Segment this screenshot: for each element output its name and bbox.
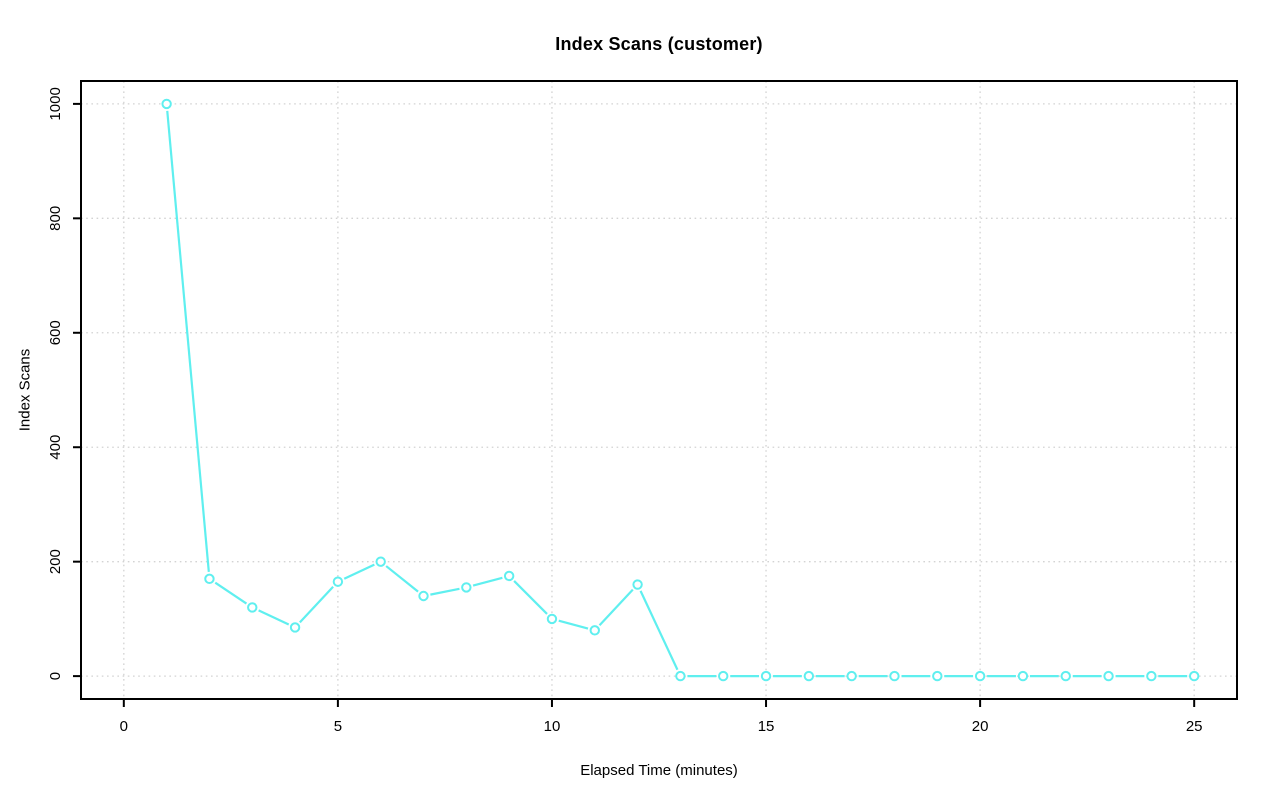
data-point-marker [418, 590, 429, 602]
data-point-marker [503, 570, 515, 582]
data-point-marker [675, 670, 686, 682]
data-point-marker [247, 602, 258, 613]
data-point-marker [1146, 670, 1157, 682]
x-tick-label: 5 [334, 718, 342, 735]
data-point-marker [932, 670, 943, 682]
data-point-marker [161, 98, 172, 110]
data-point-marker [375, 556, 386, 567]
plot-frame [80, 80, 1238, 700]
x-tick-label: 25 [1186, 718, 1203, 735]
x-tick-label: 0 [120, 718, 128, 735]
x-axis-label: Elapsed Time (minutes) [580, 762, 738, 779]
series-line-segment [513, 580, 548, 615]
series-line-segment [166, 110, 210, 572]
data-point-marker [204, 573, 215, 585]
y-tick-label: 200 [47, 549, 64, 574]
x-tick-label: 15 [758, 718, 775, 735]
series-line-segment [214, 581, 248, 605]
series-line-segment [258, 609, 290, 626]
x-tick-label: 20 [972, 718, 989, 735]
data-point-marker [589, 625, 600, 636]
data-point-marker [461, 582, 472, 593]
chart-title: Index Scans (customer) [555, 34, 763, 54]
series-line-segment [299, 586, 334, 624]
y-tick-label: 800 [47, 206, 64, 231]
series-line-segment [558, 619, 589, 630]
y-tick-label: 400 [47, 435, 64, 460]
series-line-segment [430, 587, 460, 596]
data-point-marker [803, 670, 815, 682]
data-point-marker [846, 670, 857, 682]
data-point-marker [889, 670, 900, 682]
data-point-marker [1103, 670, 1114, 682]
series-line-segment [639, 590, 679, 671]
data-point-marker [760, 670, 772, 682]
data-point-marker [546, 613, 558, 625]
data-point-marker [1017, 670, 1029, 682]
data-point-marker [1060, 670, 1071, 682]
data-point-marker [1188, 670, 1200, 682]
data-point-marker [332, 576, 344, 587]
series-line-segment [598, 588, 634, 626]
series-line-segment [472, 576, 503, 587]
y-tick-label: 1000 [47, 87, 64, 120]
data-point-marker [289, 622, 301, 633]
data-point-marker [632, 579, 643, 590]
y-tick-label: 0 [47, 672, 64, 680]
data-point-marker [974, 670, 986, 682]
x-tick-label: 10 [544, 718, 561, 735]
series-line-segment [385, 565, 419, 593]
data-point-marker [718, 670, 729, 682]
y-tick-label: 600 [47, 320, 64, 345]
series-line-segment [343, 563, 375, 580]
